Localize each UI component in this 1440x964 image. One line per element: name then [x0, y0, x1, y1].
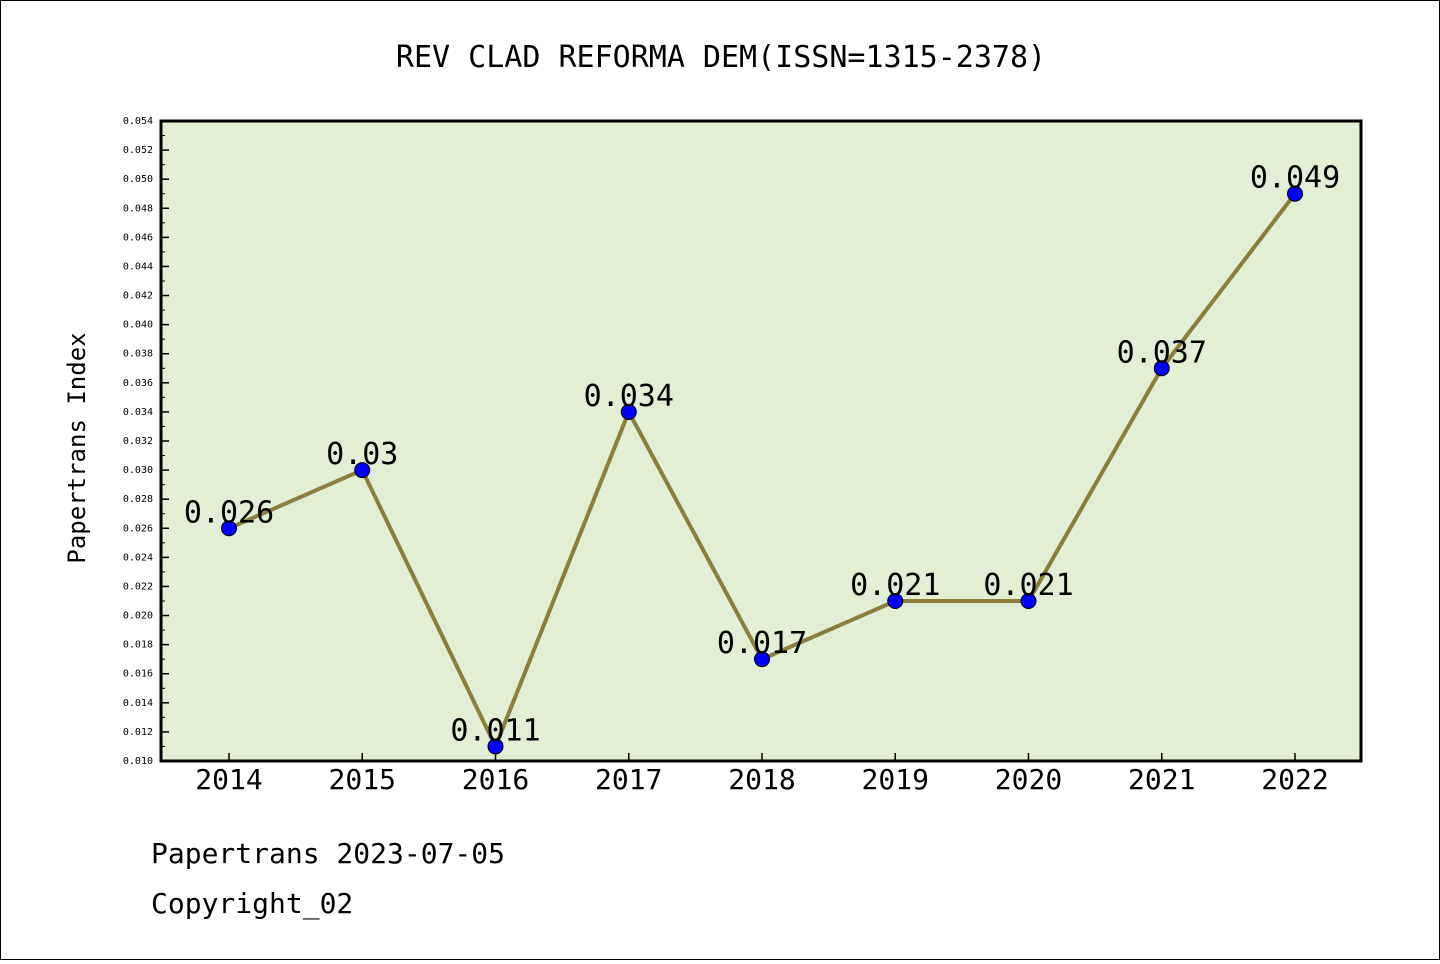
y-tick-label: 0.034	[123, 407, 153, 418]
data-label: 0.03	[326, 437, 398, 472]
data-point	[1287, 185, 1303, 202]
x-tick-label: 2021	[1128, 763, 1195, 796]
y-tick-label: 0.036	[123, 378, 153, 389]
y-axis-label: Papertrans Index	[63, 332, 91, 563]
y-tick-label: 0.042	[123, 291, 153, 302]
data-label: 0.026	[184, 495, 274, 530]
y-tick-label: 0.040	[123, 320, 153, 331]
data-point	[487, 738, 504, 755]
data-label: 0.037	[1117, 335, 1207, 370]
y-tick-label: 0.024	[123, 552, 153, 563]
y-axis: 0.010 0.012 0.014 0.016 0.018 0.020 0.022 0.024…	[123, 116, 169, 767]
data-point	[221, 520, 237, 537]
data-point	[754, 651, 770, 668]
data-point	[1020, 593, 1037, 609]
x-tick-label: 2017	[595, 763, 662, 796]
y-tick-label: 0.018	[123, 640, 153, 651]
y-tick-label: 0.020	[123, 611, 153, 622]
y-tick-label: 0.026	[123, 523, 153, 534]
data-label: 0.021	[850, 568, 940, 603]
x-tick-label: 2015	[329, 763, 396, 796]
x-tick-label: 2022	[1261, 763, 1328, 796]
y-tick-label: 0.032	[123, 436, 153, 447]
x-tick-label: 2020	[995, 763, 1062, 796]
y-tick-label: 0.012	[123, 727, 153, 738]
y-tick-label: 0.010	[123, 756, 153, 767]
y-tick-label: 0.050	[123, 174, 153, 185]
y-tick-label: 0.046	[123, 232, 153, 243]
y-tick-label: 0.030	[123, 465, 153, 476]
data-point	[1153, 360, 1170, 377]
footer-copyright: Copyright_02	[151, 887, 354, 920]
y-tick-label: 0.048	[123, 203, 153, 214]
y-tick-label: 0.052	[123, 145, 153, 156]
data-label: 0.021	[983, 568, 1073, 603]
chart-title: REV CLAD REFORMA DEM(ISSN=1315-2378)	[396, 40, 1046, 75]
footer-date: Papertrans 2023-07-05	[151, 837, 506, 870]
y-tick-label: 0.038	[123, 349, 153, 360]
x-tick-label: 2019	[862, 763, 929, 796]
data-label-layer: 0.026 0.03 0.011 0.034 0.017 0.021 0.021 0.037 0…	[184, 161, 1340, 749]
data-label: 0.011	[450, 713, 540, 748]
data-label: 0.034	[584, 379, 674, 414]
y-tick-label: 0.028	[123, 494, 153, 505]
data-point	[887, 593, 904, 609]
series-layer	[221, 185, 1303, 755]
x-tick-label: 2016	[462, 763, 529, 796]
data-point	[354, 462, 371, 479]
y-tick-label: 0.044	[123, 261, 153, 272]
x-tick-label: 2014	[195, 763, 262, 796]
y-tick-label: 0.054	[123, 116, 153, 127]
x-axis: 2014 2015 2016 2017 2018 2019 2020 2021 2022	[195, 753, 1329, 796]
y-tick-label: 0.014	[123, 698, 153, 709]
x-tick-label: 2018	[728, 763, 795, 796]
y-tick-label: 0.022	[123, 581, 153, 592]
y-tick-label: 0.016	[123, 669, 153, 680]
data-point	[620, 403, 637, 420]
data-label: 0.017	[717, 626, 807, 661]
data-label: 0.049	[1250, 161, 1340, 196]
